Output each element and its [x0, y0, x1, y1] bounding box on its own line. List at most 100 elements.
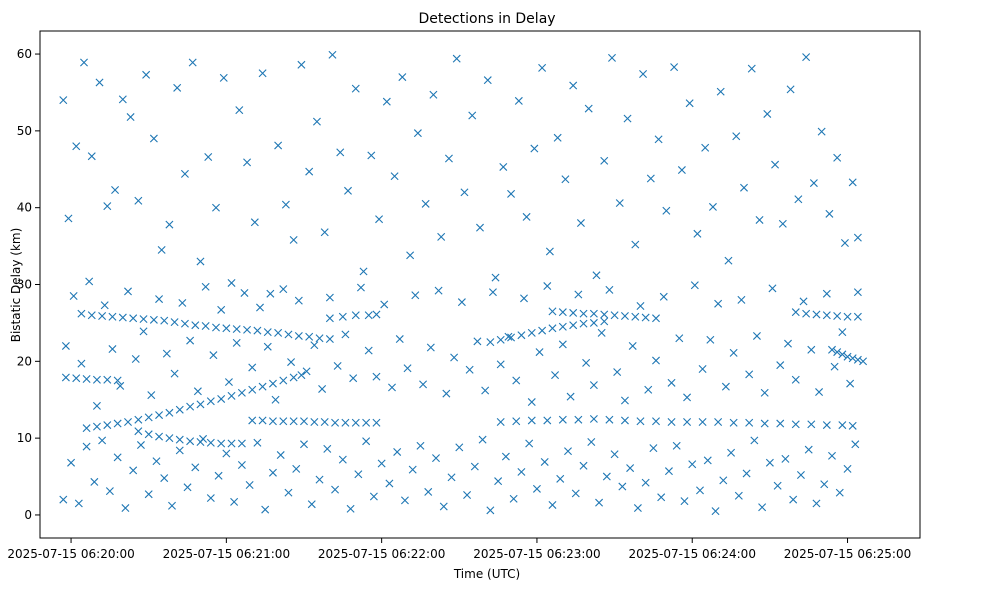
data-point-clutter	[652, 356, 660, 365]
data-point-clutter	[284, 488, 293, 497]
data-point-track-late	[641, 313, 650, 322]
data-point-track-lower	[279, 417, 288, 426]
data-point-clutter	[483, 76, 492, 85]
data-point-track-lower	[760, 419, 769, 428]
data-point-clutter	[530, 144, 539, 153]
data-point-clutter	[569, 81, 578, 90]
data-point-clutter	[540, 457, 549, 466]
data-point-clutter	[512, 376, 521, 385]
data-point-clutter	[403, 364, 412, 373]
data-point-track-rising	[124, 418, 132, 426]
data-point-clutter	[595, 498, 604, 507]
data-point-clutter	[644, 385, 653, 394]
data-point-track-late	[791, 308, 800, 317]
data-point-track-upper-falling	[222, 324, 231, 333]
data-point-clutter	[830, 362, 839, 371]
data-point-clutter	[338, 455, 347, 464]
data-point-track-rising	[297, 371, 306, 380]
data-point-track-lower	[558, 415, 567, 424]
data-point-track-late	[843, 352, 852, 361]
data-point-track-upper-falling	[129, 314, 138, 323]
data-point-clutter	[558, 340, 567, 349]
data-point-clutter	[670, 63, 679, 72]
data-point-clutter	[243, 158, 252, 167]
data-point-clutter	[186, 336, 195, 345]
data-point-clutter	[367, 151, 376, 160]
data-point-clutter	[385, 479, 394, 488]
y-tick-label: 30	[17, 278, 32, 292]
data-point-clutter	[354, 470, 363, 479]
data-point-track-rising	[289, 373, 298, 382]
data-point-clutter	[613, 368, 622, 377]
data-point-track-upper-rising	[527, 328, 536, 337]
data-point-clutter	[545, 247, 554, 256]
data-point-clutter	[411, 291, 420, 300]
data-point-clutter	[250, 218, 259, 227]
data-point-clutter	[274, 141, 283, 150]
data-point-clutter	[59, 495, 68, 504]
data-point-clutter	[843, 464, 852, 473]
data-point-clutter	[351, 84, 360, 93]
data-point-clutter	[245, 481, 254, 489]
data-point-clutter	[802, 53, 811, 62]
data-point-track-lower	[807, 420, 816, 429]
data-point-track-upper-rising	[325, 314, 334, 323]
data-point-clutter	[817, 127, 826, 136]
data-point-track-late	[579, 309, 588, 318]
data-point-track-late	[853, 312, 862, 321]
data-point-clutter	[714, 299, 723, 308]
data-point-clutter	[105, 487, 114, 496]
data-point-clutter	[240, 288, 249, 297]
data-point-track-lower	[527, 416, 536, 425]
data-point-clutter	[191, 463, 200, 472]
data-point-track-rising	[113, 419, 122, 428]
data-point-track-upper-falling	[294, 331, 303, 340]
data-point-track-rising	[134, 415, 143, 424]
data-point-clutter	[111, 186, 120, 195]
data-point-clutter	[444, 154, 453, 163]
data-point-clutter	[740, 183, 748, 192]
data-point-track-upper-rising	[600, 317, 609, 326]
data-point-clutter	[287, 358, 296, 367]
data-point-clutter	[196, 257, 205, 266]
data-point-clutter	[100, 301, 109, 310]
data-point-clutter	[543, 282, 552, 291]
data-point-clutter	[470, 462, 479, 471]
data-point-track-rising	[248, 385, 257, 394]
data-point-clutter	[206, 494, 215, 503]
data-point-clutter	[219, 73, 228, 82]
data-point-clutter	[258, 69, 267, 78]
data-point-clutter	[421, 199, 430, 208]
y-tick-label: 40	[17, 201, 32, 215]
data-point-clutter	[693, 229, 702, 238]
data-point-clutter	[799, 297, 808, 306]
data-point-track-late	[838, 350, 847, 359]
data-point-clutter	[491, 273, 500, 282]
data-point-clutter	[525, 439, 534, 448]
data-point-clutter	[561, 175, 570, 184]
data-point-clutter	[193, 387, 202, 396]
data-point-clutter	[390, 172, 399, 181]
data-point-clutter	[256, 303, 264, 312]
data-point-clutter	[452, 54, 461, 63]
data-point-clutter	[460, 188, 469, 197]
data-point-track-lower	[652, 417, 660, 426]
data-point-clutter	[144, 490, 153, 499]
data-point-track-upper-falling	[315, 334, 324, 343]
data-point-clutter	[729, 348, 738, 357]
data-point-clutter	[520, 294, 528, 303]
data-point-track-late	[853, 355, 862, 364]
data-point-track-upper-falling	[243, 325, 252, 334]
data-point-clutter	[641, 478, 650, 487]
data-point-track-lower	[165, 434, 174, 443]
data-point-track-late	[548, 307, 557, 316]
data-point-track-late	[610, 311, 619, 320]
data-point-clutter	[212, 203, 220, 212]
data-point-track-upper-falling	[284, 330, 293, 339]
data-point-track-upper-falling	[108, 312, 117, 321]
data-point-clutter	[406, 251, 415, 260]
y-axis-label: Bistatic Delay (km)	[9, 228, 23, 343]
data-point-clutter	[771, 160, 780, 169]
data-point-track-upper-rising	[558, 322, 567, 331]
data-point-clutter	[64, 214, 73, 223]
